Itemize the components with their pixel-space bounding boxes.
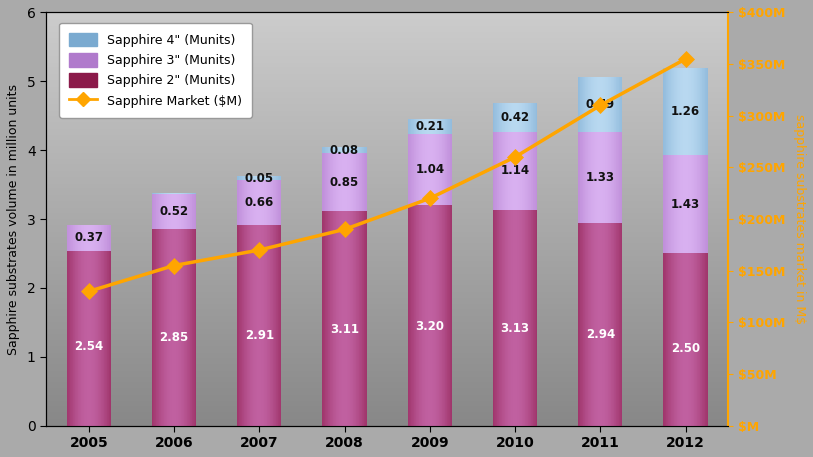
- Text: 0.52: 0.52: [159, 205, 189, 218]
- Text: 1.14: 1.14: [501, 165, 529, 177]
- Text: 0.79: 0.79: [585, 98, 615, 111]
- Text: 0.42: 0.42: [501, 111, 529, 124]
- Text: 2.91: 2.91: [245, 329, 274, 342]
- Text: 0.66: 0.66: [245, 196, 274, 209]
- Text: 2.54: 2.54: [74, 340, 103, 353]
- Y-axis label: sapphire substrates market in M$: sapphire substrates market in M$: [793, 114, 806, 324]
- Text: 1.43: 1.43: [671, 198, 700, 211]
- Text: 2.50: 2.50: [671, 342, 700, 355]
- Text: 1.33: 1.33: [585, 171, 615, 184]
- Text: 2.85: 2.85: [159, 331, 189, 344]
- Text: 0.21: 0.21: [415, 120, 444, 133]
- Text: 3.13: 3.13: [501, 322, 529, 335]
- Text: 3.11: 3.11: [330, 323, 359, 336]
- Text: 0.05: 0.05: [245, 171, 274, 185]
- Legend: Sapphire 4" (Munits), Sapphire 3" (Munits), Sapphire 2" (Munits), Sapphire Marke: Sapphire 4" (Munits), Sapphire 3" (Munit…: [59, 23, 252, 117]
- Text: 2.94: 2.94: [585, 328, 615, 341]
- Text: 3.20: 3.20: [415, 320, 444, 333]
- Text: 0.85: 0.85: [330, 175, 359, 189]
- Text: 1.04: 1.04: [415, 163, 445, 176]
- Text: 0.08: 0.08: [330, 143, 359, 157]
- Text: 1.26: 1.26: [671, 105, 700, 118]
- Text: 0.37: 0.37: [74, 232, 103, 244]
- Y-axis label: Sapphire substrates volume in million units: Sapphire substrates volume in million un…: [7, 84, 20, 355]
